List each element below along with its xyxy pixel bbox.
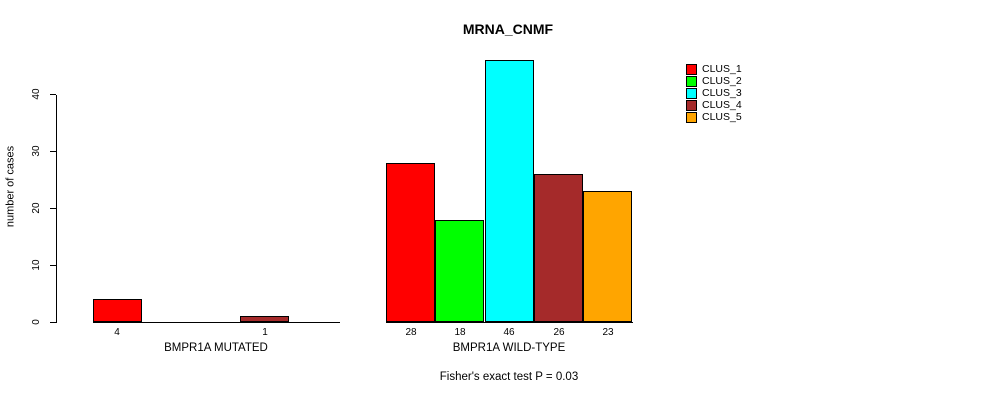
bar: [240, 316, 289, 322]
y-axis-tick-label: 10: [31, 259, 42, 271]
legend-item: CLUS_2: [686, 75, 742, 87]
chart-title: MRNA_CNMF: [462, 21, 554, 37]
legend-label: CLUS_3: [702, 87, 742, 99]
group-label: BMPR1A WILD-TYPE: [452, 342, 566, 354]
legend-item: CLUS_3: [686, 87, 742, 99]
bar: [435, 220, 484, 322]
bar: [583, 191, 632, 322]
y-axis-tick: [50, 208, 56, 209]
legend-swatch: [686, 99, 697, 111]
x-axis-line: [386, 322, 633, 323]
bar: [93, 299, 142, 322]
legend-swatch: [686, 87, 697, 99]
x-axis-line: [93, 322, 340, 323]
bar-value-label: 46: [503, 327, 515, 338]
legend-swatch: [686, 111, 697, 123]
y-axis-tick-label: 40: [31, 88, 42, 100]
legend-item: CLUS_5: [686, 111, 742, 123]
bar-value-label: 26: [553, 327, 565, 338]
group-label: BMPR1A MUTATED: [164, 342, 268, 354]
bar-value-label: 23: [602, 327, 614, 338]
bar-value-label: 4: [114, 327, 120, 338]
y-axis-tick: [50, 94, 56, 95]
y-axis-tick-label: 30: [31, 145, 42, 157]
bar-value-label: 28: [405, 327, 417, 338]
legend-label: CLUS_2: [702, 75, 742, 87]
legend-label: CLUS_1: [702, 63, 742, 75]
y-axis-line: [56, 95, 57, 323]
legend-label: CLUS_4: [702, 99, 742, 111]
y-axis-tick: [50, 265, 56, 266]
annotation-text: Fisher's exact test P = 0.03: [439, 371, 579, 383]
legend-item: CLUS_4: [686, 99, 742, 111]
y-axis-label: number of cases: [4, 145, 17, 228]
bar-value-label: 18: [454, 327, 466, 338]
legend-label: CLUS_5: [702, 111, 742, 123]
bar-value-label: 1: [262, 327, 268, 338]
y-axis-tick-label: 0: [31, 319, 42, 325]
legend-swatch: [686, 75, 697, 87]
legend-swatch: [686, 63, 697, 75]
y-axis-tick: [50, 151, 56, 152]
bar: [485, 60, 534, 322]
bar: [386, 163, 435, 322]
bar: [534, 174, 583, 322]
y-axis-tick-label: 20: [31, 202, 42, 214]
y-axis-tick: [50, 322, 56, 323]
legend-item: CLUS_1: [686, 63, 742, 75]
